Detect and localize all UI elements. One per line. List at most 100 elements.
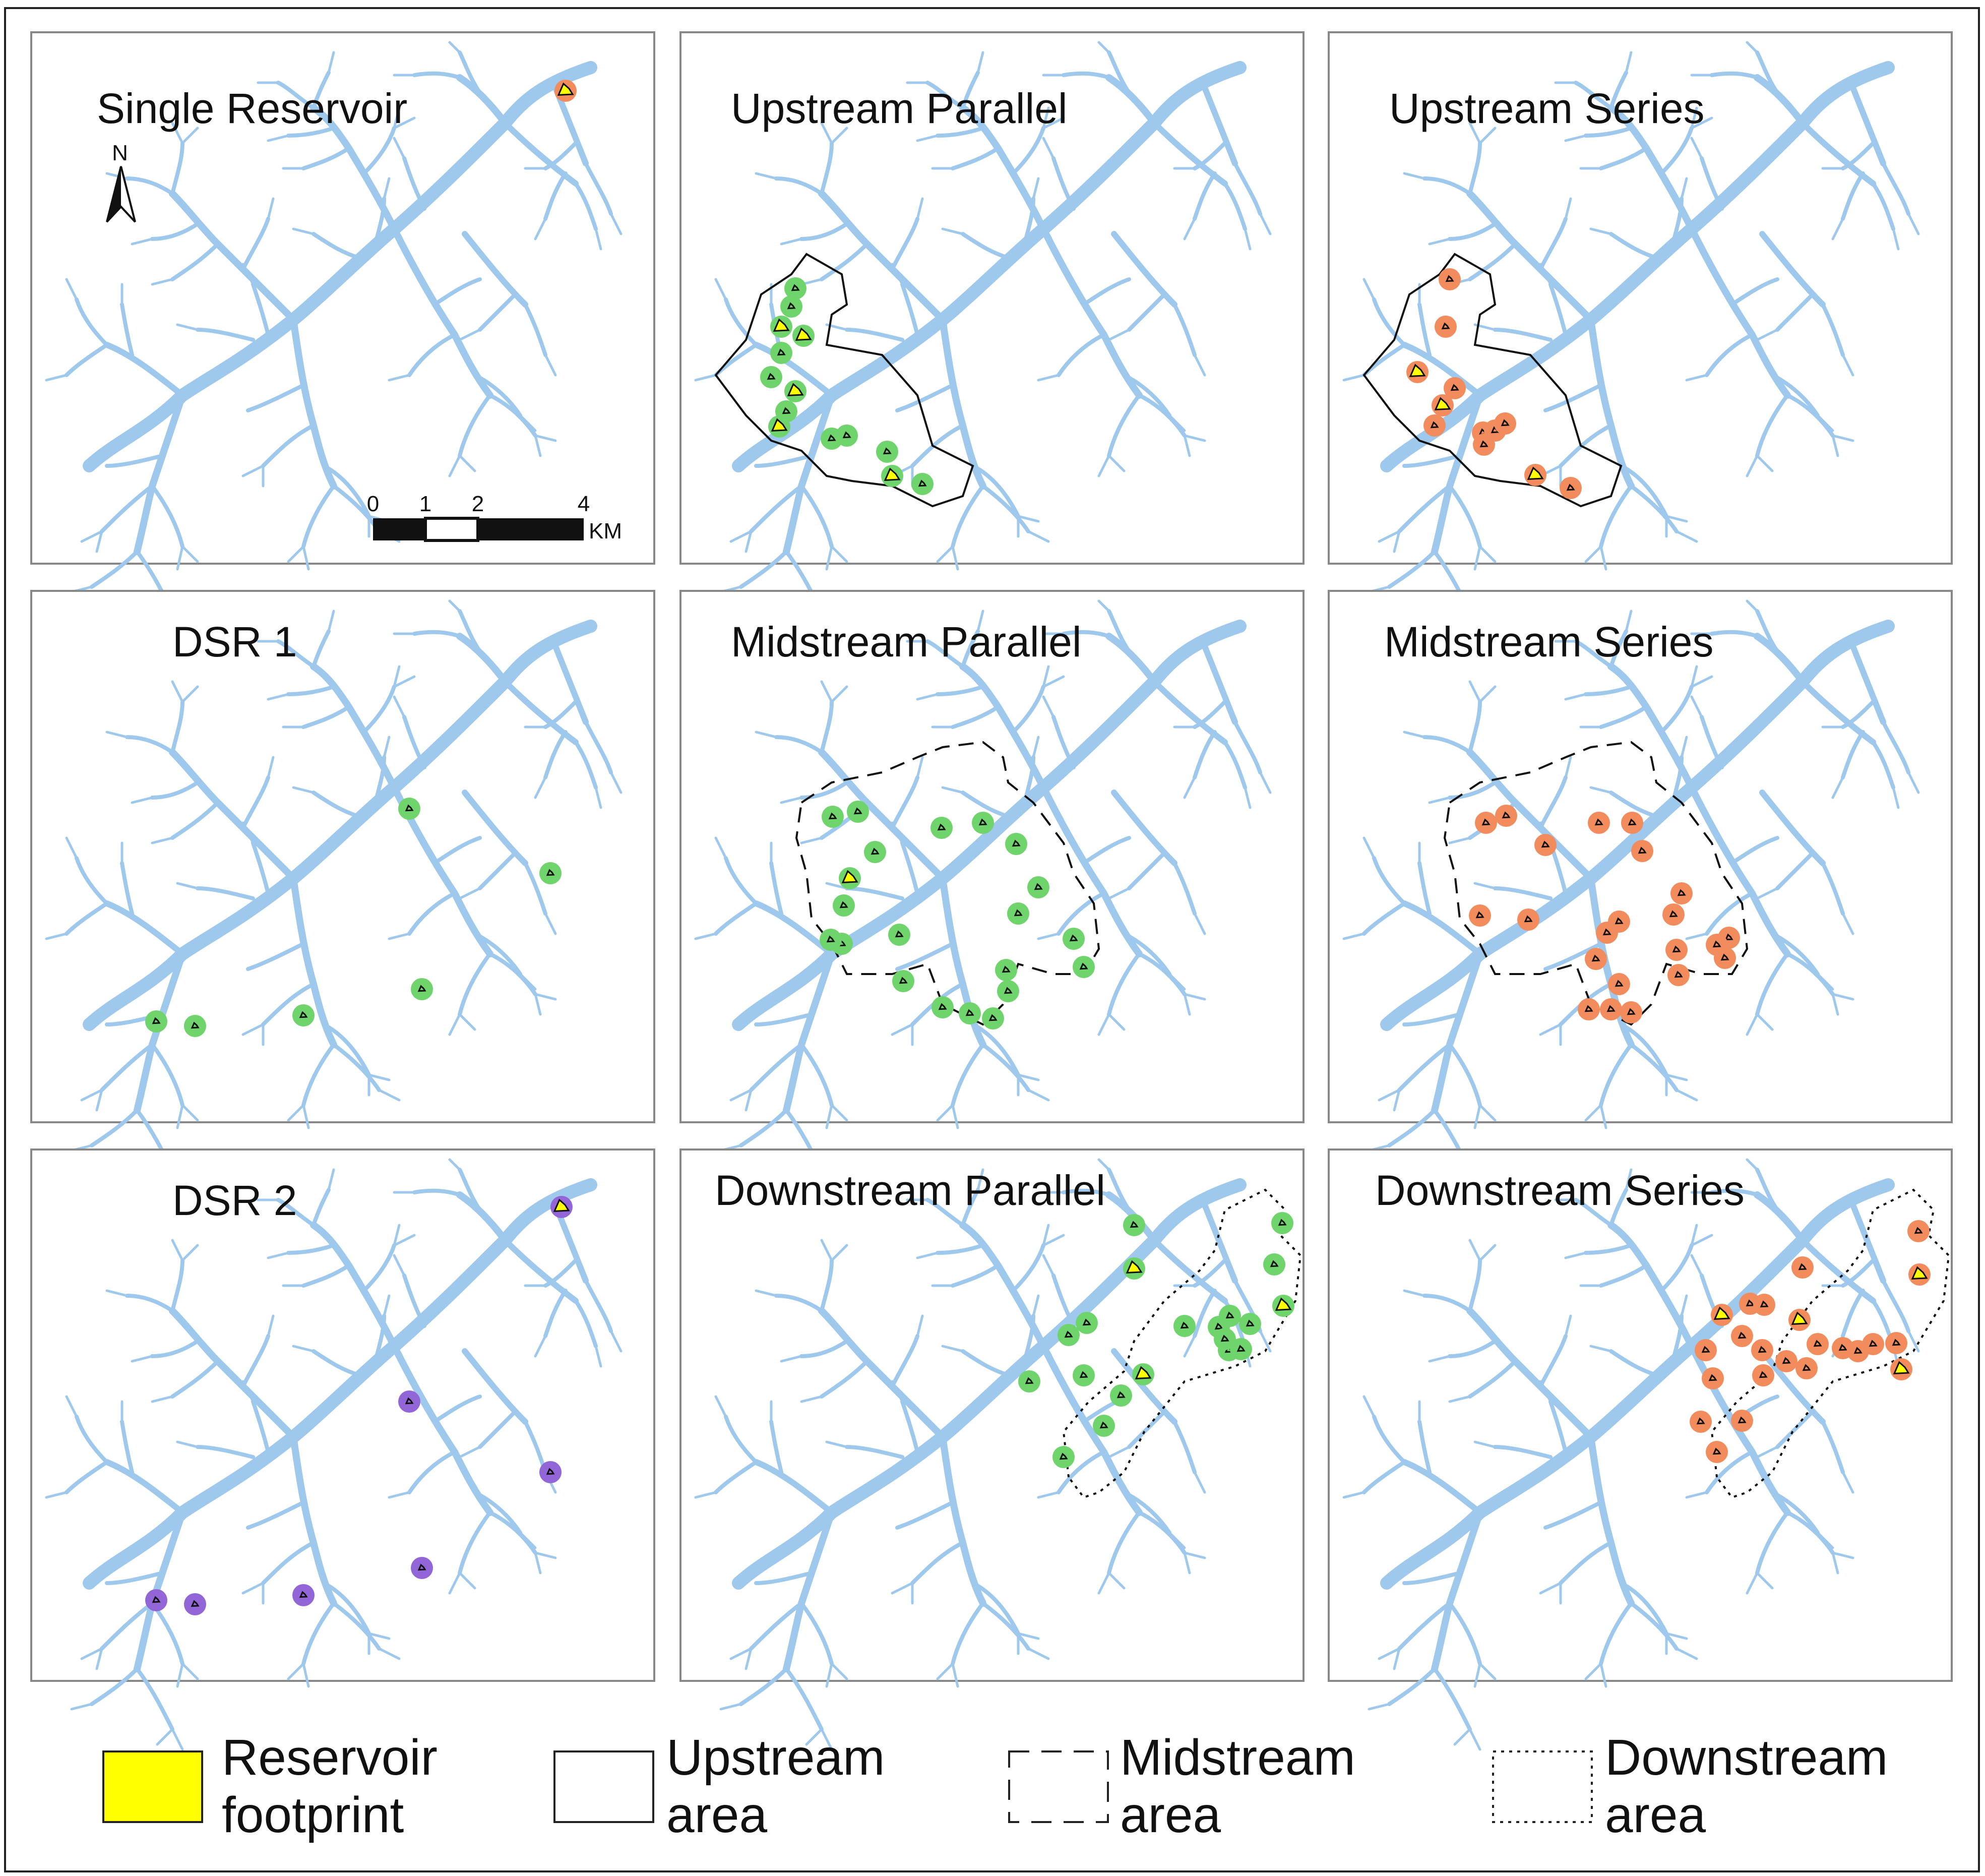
- reservoir-footprint: [1502, 811, 1511, 819]
- reservoir-footprint: [1434, 397, 1451, 411]
- reservoir-footprint: [767, 373, 776, 380]
- reservoir-footprint: [965, 1009, 974, 1016]
- scale-tick-0: 0: [367, 492, 379, 516]
- panel-border: [679, 590, 1305, 1123]
- reservoir-footprint: [1638, 846, 1647, 854]
- panel-border: [1328, 31, 1953, 565]
- reservoir-footprint: [553, 1198, 570, 1213]
- reservoir-footprint: [417, 1563, 426, 1571]
- reservoir-footprint: [787, 383, 804, 397]
- scale-tick-4: 4: [578, 492, 590, 516]
- reservoir-footprint: [1853, 1347, 1863, 1354]
- reservoir-footprint: [1627, 1008, 1636, 1015]
- reservoir-footprint: [1004, 987, 1013, 994]
- reservoir-footprint: [546, 869, 555, 876]
- reservoir-footprint: [1246, 1319, 1255, 1327]
- reservoir-footprint: [1802, 1364, 1811, 1371]
- reservoir-footprint: [899, 977, 908, 984]
- legend-midstream-swatch: [1008, 1750, 1109, 1823]
- reservoir-footprint: [1606, 1005, 1616, 1012]
- reservoir-footprint: [1760, 1300, 1769, 1308]
- reservoir-footprint: [1892, 1339, 1901, 1346]
- reservoir-footprint: [791, 284, 800, 291]
- reservoir-footprint: [1236, 1345, 1246, 1352]
- reservoir-footprint: [1225, 1311, 1234, 1319]
- reservoir-footprint: [1116, 1391, 1126, 1399]
- legend-upstream-line2: area: [666, 1787, 768, 1843]
- reservoir-footprint: [1708, 1374, 1717, 1381]
- reservoir-footprint: [795, 327, 812, 341]
- reservoir-footprint: [1445, 275, 1454, 282]
- reservoir-footprint: [841, 870, 858, 884]
- reservoir-footprint: [1591, 954, 1600, 962]
- reservoir-footprint: [1791, 1311, 1808, 1325]
- north-arrow: N: [106, 141, 136, 223]
- reservoir-footprint: [1012, 839, 1021, 847]
- map-panel: Upstream Parallel: [679, 31, 1305, 632]
- reservoir-footprint: [826, 935, 835, 943]
- reservoir-footprint: [1712, 1447, 1721, 1455]
- reservoir-footprint: [191, 1021, 200, 1029]
- panel-border: [30, 1148, 655, 1682]
- reservoir-footprint: [1615, 980, 1624, 987]
- reservoir-footprint: [1696, 1417, 1705, 1425]
- reservoir-footprint: [1430, 421, 1439, 429]
- reservoir-footprint: [937, 823, 946, 831]
- panel-border: [30, 31, 655, 565]
- legend-upstream-swatch: [553, 1750, 654, 1823]
- legend-midstream-line2: area: [1120, 1787, 1221, 1843]
- reservoir-footprint: [1270, 1260, 1279, 1267]
- scale-tick-2: 2: [472, 492, 484, 516]
- reservoir-footprint: [787, 302, 796, 310]
- panel-title: Downstream Series: [1375, 1167, 1745, 1214]
- legend-downstream-swatch: [1492, 1750, 1593, 1823]
- reservoir-footprint: [884, 467, 901, 481]
- reservoir-footprint: [1220, 1335, 1229, 1342]
- reservoir-footprint: [839, 901, 848, 909]
- reservoir-footprint: [771, 418, 788, 432]
- reservoir-footprint: [1758, 1346, 1767, 1353]
- upstream-area-boundary: [1362, 253, 1623, 508]
- reservoir-footprint: [871, 848, 880, 855]
- panel-title: Upstream Parallel: [731, 85, 1068, 132]
- reservoir-footprint: [918, 479, 927, 487]
- reservoir-footprint: [1584, 1005, 1593, 1012]
- reservoir-footprint: [1475, 911, 1484, 919]
- reservoir-footprint: [1135, 1366, 1152, 1380]
- reservoir-footprint: [1481, 818, 1491, 826]
- reservoir-footprint: [1275, 1297, 1292, 1311]
- reservoir-footprint: [828, 812, 837, 820]
- reservoir-footprint: [1002, 965, 1011, 973]
- legend-footprint-swatch: [102, 1750, 203, 1823]
- legend-footprint-line1: Reservoir: [222, 1729, 438, 1786]
- reservoir-footprint: [1278, 1219, 1287, 1226]
- reservoir-footprint: [1014, 909, 1023, 917]
- legend: Reservoir footprint Upstream area Midstr…: [102, 1729, 1888, 1843]
- reservoir-footprint: [1479, 440, 1488, 448]
- midstream-area-boundary: [1443, 741, 1749, 1026]
- reservoir-footprint: [1126, 1260, 1143, 1274]
- reservoir-footprint: [1759, 1371, 1768, 1378]
- reservoir-footprint: [1524, 915, 1533, 923]
- panel-grid: Single Reservoir Upstream Parallel Upstrea…: [30, 31, 1953, 1749]
- map-panel: Downstream Series: [1328, 1148, 1953, 1749]
- map-panel: Midstream Series: [1328, 590, 1953, 1191]
- panel-title: Downstream Parallel: [715, 1167, 1105, 1214]
- panel-title: Midstream Parallel: [731, 618, 1082, 665]
- reservoir-footprint: [152, 1017, 161, 1024]
- scale-unit: KM: [589, 519, 622, 543]
- map-panel: Single Reservoir: [30, 31, 655, 632]
- reservoir-footprint: [1099, 1421, 1108, 1429]
- reservoir-footprint: [405, 804, 414, 812]
- reservoir-footprint: [938, 1003, 947, 1010]
- reservoir-footprint: [557, 82, 574, 96]
- panel-title: Midstream Series: [1384, 618, 1714, 665]
- reservoir-footprint: [1712, 940, 1721, 948]
- reservoir-footprint: [1738, 1416, 1747, 1424]
- reservoir-footprint: [895, 930, 904, 938]
- reservoir-footprint: [1669, 910, 1678, 918]
- panel-title: DSR 2: [172, 1177, 297, 1224]
- reservoir-footprint: [1082, 1318, 1091, 1326]
- reservoir-footprint: [1628, 818, 1637, 826]
- reservoir-footprint: [1450, 384, 1459, 391]
